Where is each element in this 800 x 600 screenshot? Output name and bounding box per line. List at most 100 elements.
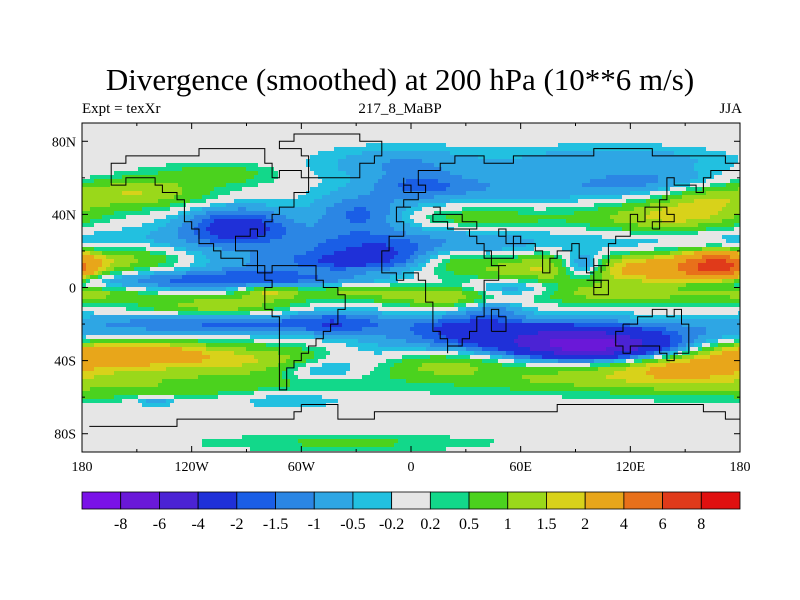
contour-cell [614,359,627,364]
contour-cell [106,267,115,272]
contour-cell [150,243,171,248]
contour-cell [374,367,391,372]
contour-cell [350,175,383,180]
contour-cell [334,319,371,324]
contour-cell [370,319,439,324]
contour-cell [358,339,407,344]
contour-cell [718,211,740,216]
contour-cell [422,207,463,212]
contour-cell [82,255,95,260]
contour-cell [126,307,155,312]
contour-cell [82,291,111,296]
contour-cell [326,355,403,360]
contour-cell [82,315,91,320]
contour-cell [86,263,103,268]
contour-cell [122,271,139,276]
contour-cell [150,251,167,256]
contour-cell [518,287,535,292]
contour-cell [314,171,347,176]
labelbar-label: 0.5 [459,516,479,533]
contour-cell [102,251,151,256]
contour-cell [446,143,559,148]
contour-cell [566,271,575,276]
contour-cell [98,267,107,272]
contour-cell [282,375,299,380]
contour-cell [434,247,503,252]
contour-cell [318,259,391,264]
contour-cell [390,275,415,280]
contour-cell [414,323,443,328]
contour-cell [538,219,567,224]
contour-cell [402,355,431,360]
contour-cell [562,247,603,252]
y-tick-label: 80S [54,428,76,443]
contour-cell [278,351,315,356]
contour-cell [574,323,631,328]
contour-cell [610,267,623,272]
contour-cell [698,159,739,164]
contour-cell [218,235,259,240]
contour-cell [658,359,671,364]
contour-cell [450,151,547,156]
contour-cell [82,335,87,340]
contour-cell [390,259,407,264]
contour-cell [598,259,603,264]
contour-cell [158,227,179,232]
contour-cell [94,271,99,276]
contour-cell [198,235,219,240]
contour-cell [306,343,347,348]
contour-cell [670,347,679,352]
contour-cell [330,267,347,272]
contour-cell [418,203,447,208]
contour-cell [738,251,740,256]
contour-cell [178,255,195,260]
contour-cell [114,267,135,272]
contour-cell [690,359,740,364]
contour-cell [734,215,740,220]
contour-cell [374,187,403,192]
contour-cell [102,287,127,292]
contour-cell [174,395,219,400]
contour-cell [458,339,515,344]
labelbar-box [700,491,741,510]
contour-cell [686,343,695,348]
contour-cell [366,207,391,212]
contour-cell [570,255,579,260]
contour-cell [82,143,367,148]
contour-cell [506,351,515,356]
contour-cell [82,195,175,200]
contour-cell [602,259,611,264]
contour-cell [82,199,159,204]
labelbar-box [584,491,625,510]
contour-cell [514,311,535,316]
contour-cell [266,367,287,372]
contour-cell [610,259,623,264]
contour-cell [570,251,599,256]
contour-cell [706,339,719,344]
contour-cell [158,263,175,268]
contour-cell [466,231,551,236]
contour-cell [394,199,451,204]
contour-cell [602,279,643,284]
contour-cell [622,203,651,208]
contour-cell [558,287,579,292]
contour-cell [654,351,663,356]
contour-cell [334,147,707,152]
contour-cell [202,439,299,444]
contour-cell [306,359,319,364]
contour-cell [538,279,603,284]
contour-cell [722,207,740,212]
contour-cell [702,247,731,252]
contour-cell [190,199,207,204]
contour-cell [466,303,479,308]
contour-cell [498,347,531,352]
contour-cell [502,363,527,368]
contour-cell [506,307,523,312]
contour-cell [502,247,535,252]
contour-cell [374,299,415,304]
contour-cell [122,175,255,180]
contour-cell [382,167,443,172]
contour-cell [278,171,315,176]
contour-cell [494,439,740,444]
contour-cell [698,231,740,236]
